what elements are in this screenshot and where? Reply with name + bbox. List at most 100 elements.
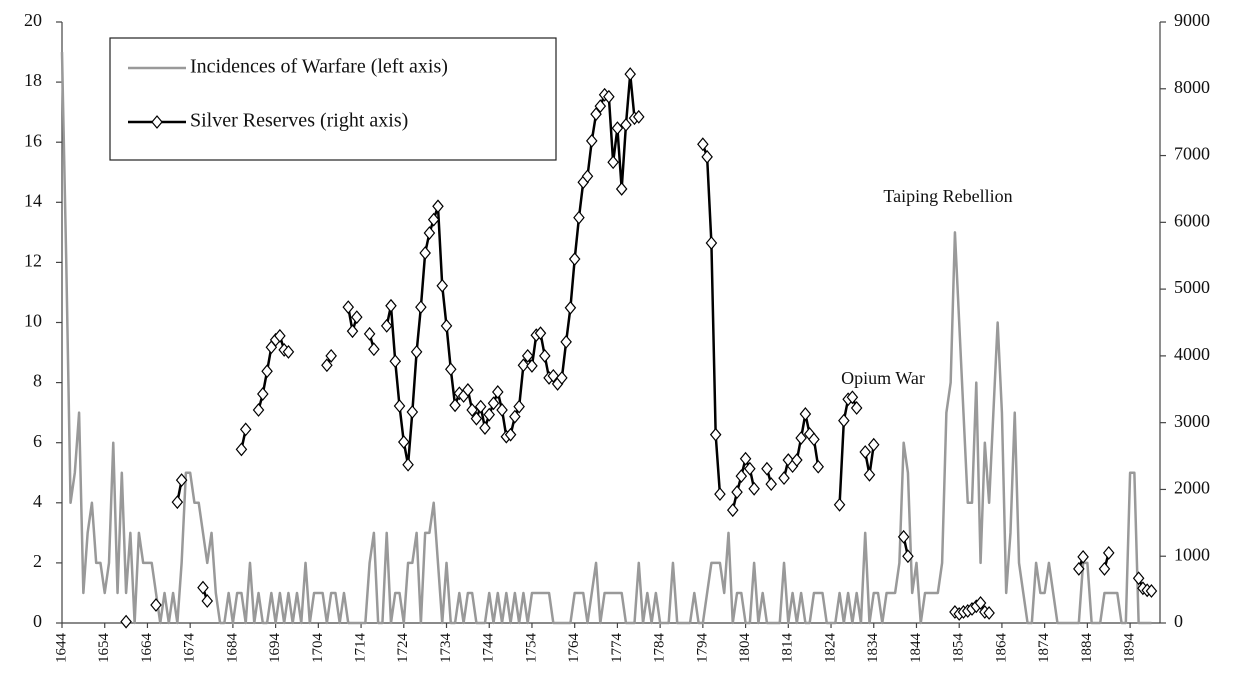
y-tick-label: 2 [33, 551, 42, 571]
x-tick-label: 1844 [908, 633, 924, 664]
marker [581, 169, 594, 184]
marker [432, 199, 444, 214]
marker [560, 334, 572, 349]
marker [632, 109, 645, 124]
marker [282, 344, 295, 359]
marker [812, 459, 824, 474]
y2-tick-label: 9000 [1174, 10, 1210, 30]
marker [436, 278, 449, 293]
marker [983, 606, 995, 620]
marker [838, 413, 850, 428]
marker [321, 358, 333, 373]
marker [492, 385, 504, 399]
y-tick-label: 4 [33, 491, 42, 511]
x-tick-label: 1704 [310, 633, 326, 664]
y2-tick-label: 8000 [1174, 77, 1210, 97]
y-tick-label: 0 [33, 611, 42, 631]
x-tick-label: 1684 [224, 633, 240, 664]
marker [709, 427, 722, 442]
marker [274, 328, 286, 343]
y2-tick-label: 4000 [1174, 344, 1210, 364]
x-tick-label: 1754 [523, 633, 539, 664]
marker [697, 137, 709, 152]
marker [594, 99, 607, 114]
marker [449, 398, 461, 413]
y2-tick-label: 0 [1174, 611, 1183, 631]
x-tick-label: 1804 [737, 633, 753, 664]
marker [705, 236, 718, 250]
legend-box [109, 37, 557, 161]
annotation: Opium War [841, 368, 925, 388]
annotation: Taiping Rebellion [883, 186, 1012, 206]
marker [1098, 561, 1111, 576]
marker [470, 411, 483, 426]
marker [859, 445, 871, 459]
marker [799, 407, 812, 421]
marker [795, 431, 807, 445]
x-tick-label: 1664 [139, 633, 155, 664]
marker [850, 401, 863, 415]
x-tick-label: 1644 [53, 633, 69, 664]
marker [427, 212, 440, 227]
marker [171, 495, 184, 510]
marker [564, 300, 577, 315]
marker [714, 487, 726, 502]
marker [897, 529, 910, 544]
marker [423, 226, 436, 240]
marker [748, 481, 760, 496]
x-tick-label: 1854 [951, 633, 967, 664]
y-tick-label: 10 [24, 311, 42, 331]
marker [175, 473, 188, 488]
marker [487, 396, 500, 411]
marker [342, 300, 355, 315]
y2-tick-label: 2000 [1174, 478, 1210, 498]
marker [761, 461, 773, 476]
marker [517, 358, 530, 373]
x-tick-label: 1874 [1036, 633, 1052, 664]
y-tick-label: 14 [24, 190, 42, 210]
marker [521, 348, 534, 363]
y-tick-label: 18 [24, 70, 42, 90]
marker [440, 318, 453, 333]
x-tick-label: 1714 [353, 633, 369, 664]
marker [833, 497, 846, 512]
marker [385, 298, 397, 313]
marker [568, 252, 581, 266]
x-tick-label: 1674 [182, 633, 198, 664]
marker [462, 383, 474, 397]
marker [419, 246, 431, 260]
y-tick-label: 6 [33, 431, 42, 451]
legend-label: Incidences of Warfare (left axis) [190, 56, 448, 78]
marker [513, 399, 525, 414]
marker [534, 326, 547, 341]
marker [615, 182, 628, 196]
marker [479, 421, 491, 435]
x-tick-label: 1744 [481, 633, 497, 664]
marker [410, 344, 423, 359]
x-tick-label: 1784 [652, 633, 668, 664]
marker [778, 471, 790, 486]
x-tick-label: 1734 [438, 633, 454, 664]
marker [585, 133, 598, 148]
x-tick-label: 1834 [865, 633, 881, 664]
x-tick-label: 1774 [609, 633, 625, 664]
marker [406, 405, 419, 419]
marker [197, 580, 209, 595]
marker [415, 300, 427, 315]
marker [201, 594, 214, 608]
marker [504, 427, 517, 442]
marker [573, 210, 585, 225]
x-tick-label: 1894 [1122, 633, 1138, 664]
y2-tick-label: 1000 [1174, 544, 1210, 564]
marker [607, 155, 619, 170]
marker [351, 310, 363, 325]
marker [538, 348, 551, 363]
marker [744, 461, 756, 476]
marker [556, 370, 568, 385]
marker [526, 358, 538, 373]
marker [603, 89, 615, 104]
marker [765, 477, 777, 492]
y2-tick-label: 6000 [1174, 210, 1210, 230]
marker [363, 326, 376, 341]
x-tick-label: 1794 [694, 633, 710, 664]
